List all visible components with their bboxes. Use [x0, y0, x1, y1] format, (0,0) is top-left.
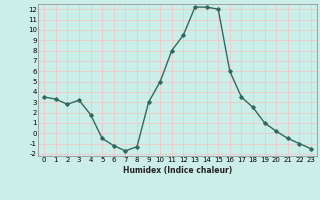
- X-axis label: Humidex (Indice chaleur): Humidex (Indice chaleur): [123, 166, 232, 175]
